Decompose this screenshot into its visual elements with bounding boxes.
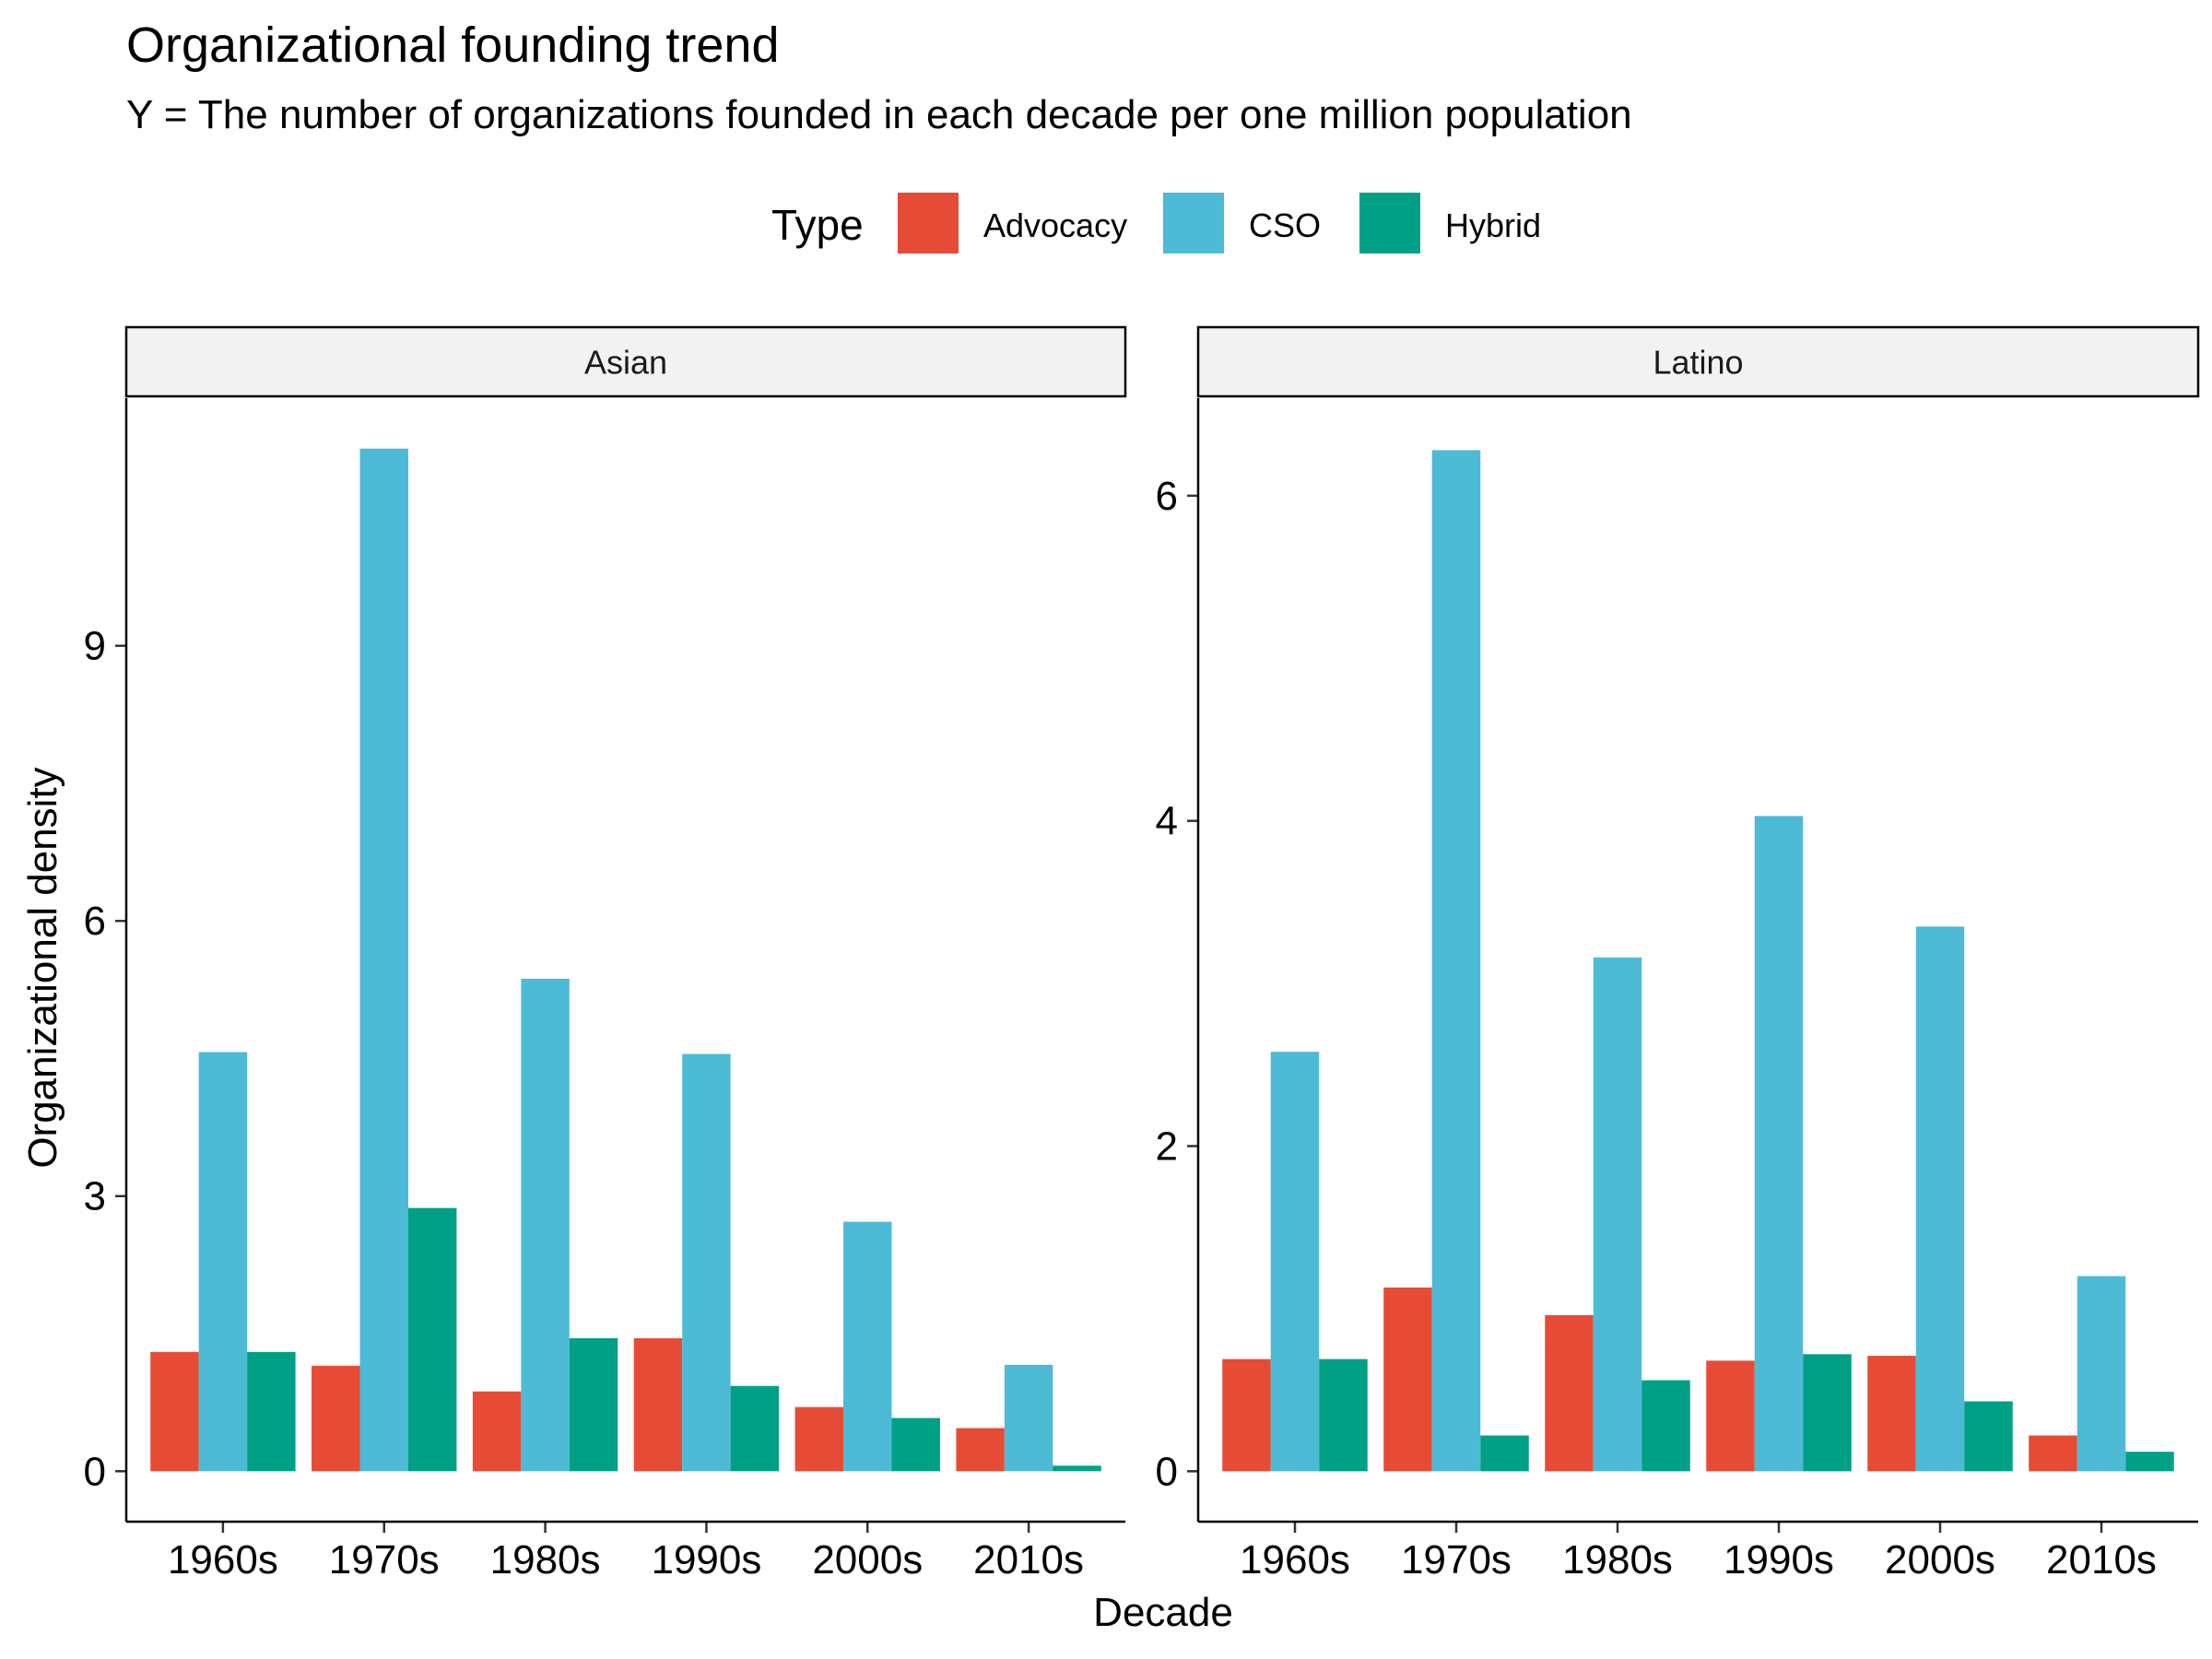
x-tick-label-latino-2010s: 2010s — [2046, 1537, 2157, 1583]
bar-asian-1960s-hybrid — [247, 1351, 296, 1472]
bar-asian-2000s-advocacy — [794, 1406, 844, 1472]
bar-asian-1970s-hybrid — [407, 1207, 457, 1472]
legend-label-advocacy: Advocacy — [983, 206, 1128, 244]
bar-latino-2000s-advocacy — [1867, 1356, 1916, 1472]
facet-label-latino: Latino — [1653, 344, 1743, 382]
bar-latino-1960s-advocacy — [1222, 1359, 1271, 1472]
y-tick-label-latino-2: 2 — [1156, 1124, 1178, 1169]
legend-label-cso: CSO — [1249, 206, 1322, 244]
bar-latino-2010s-cso — [2077, 1276, 2126, 1472]
x-tick-label-asian-1960s: 1960s — [168, 1537, 278, 1583]
y-tick-label-asian-0: 0 — [84, 1449, 106, 1494]
x-tick-label-latino-1980s: 1980s — [1562, 1537, 1673, 1583]
y-axis-title: Organizational density — [20, 767, 65, 1169]
y-tick-label-asian-3: 3 — [84, 1174, 106, 1219]
bar-latino-1970s-advocacy — [1383, 1287, 1432, 1472]
bar-asian-1980s-hybrid — [569, 1337, 618, 1472]
bar-asian-1980s-cso — [521, 978, 570, 1472]
x-tick-label-latino-1990s: 1990s — [1724, 1537, 1834, 1583]
y-tick-label-latino-0: 0 — [1156, 1449, 1178, 1494]
legend-title: Type — [771, 201, 864, 249]
bar-asian-1970s-cso — [359, 448, 408, 1472]
bar-latino-1980s-hybrid — [1641, 1380, 1690, 1472]
bar-latino-1990s-advocacy — [1706, 1360, 1755, 1472]
bar-asian-1990s-advocacy — [633, 1337, 683, 1472]
bar-latino-2010s-hybrid — [2125, 1452, 2174, 1472]
x-tick-label-latino-1970s: 1970s — [1401, 1537, 1512, 1583]
y-tick-label-latino-4: 4 — [1156, 799, 1178, 844]
bar-latino-1970s-cso — [1431, 450, 1481, 1472]
x-axis-title: Decade — [1093, 1590, 1233, 1635]
x-tick-label-asian-2010s: 2010s — [973, 1537, 1084, 1583]
y-tick-label-asian-9: 9 — [84, 624, 106, 669]
y-tick-label-latino-6: 6 — [1156, 474, 1178, 519]
x-tick-label-latino-2000s: 2000s — [1885, 1537, 1995, 1583]
bar-latino-2000s-hybrid — [1964, 1401, 2013, 1472]
bar-latino-1980s-cso — [1593, 957, 1642, 1472]
bar-asian-1990s-hybrid — [730, 1385, 780, 1472]
legend-swatch-advocacy — [898, 193, 959, 253]
bar-asian-2010s-hybrid — [1053, 1465, 1101, 1472]
bar-asian-2010s-advocacy — [956, 1428, 1005, 1472]
bar-latino-1990s-hybrid — [1803, 1354, 1852, 1472]
bar-asian-2000s-hybrid — [891, 1418, 940, 1472]
x-tick-label-asian-1980s: 1980s — [490, 1537, 601, 1583]
bar-latino-1960s-hybrid — [1319, 1359, 1368, 1472]
bar-asian-1980s-advocacy — [472, 1391, 522, 1472]
bar-asian-1990s-cso — [682, 1053, 731, 1472]
x-tick-label-asian-1970s: 1970s — [329, 1537, 440, 1583]
bar-asian-1970s-advocacy — [312, 1365, 360, 1472]
legend-label-hybrid: Hybrid — [1445, 206, 1542, 244]
bar-asian-1960s-cso — [198, 1052, 248, 1472]
x-tick-label-latino-1960s: 1960s — [1240, 1537, 1350, 1583]
chart-subtitle: Y = The number of organizations founded … — [126, 92, 1632, 137]
bar-asian-2000s-cso — [843, 1221, 892, 1472]
x-tick-label-asian-1990s: 1990s — [651, 1537, 761, 1583]
bar-asian-2010s-cso — [1004, 1364, 1053, 1472]
legend-swatch-hybrid — [1359, 193, 1420, 253]
legend-swatch-cso — [1163, 193, 1224, 253]
bar-asian-1960s-advocacy — [150, 1351, 199, 1472]
x-tick-label-asian-2000s: 2000s — [812, 1537, 923, 1583]
bar-latino-1980s-advocacy — [1545, 1314, 1594, 1472]
chart-title: Organizational founding trend — [126, 18, 780, 73]
facet-label-asian: Asian — [584, 344, 667, 382]
facet-strip-asian — [124, 325, 1127, 398]
bar-latino-2000s-cso — [1915, 926, 1965, 1472]
bar-latino-1970s-hybrid — [1480, 1435, 1529, 1472]
bar-latino-1960s-cso — [1270, 1052, 1320, 1472]
bar-latino-1990s-cso — [1754, 816, 1804, 1472]
bar-latino-2010s-advocacy — [2029, 1435, 2077, 1472]
y-tick-label-asian-6: 6 — [84, 899, 106, 944]
facet-strip-latino — [1196, 325, 2200, 398]
